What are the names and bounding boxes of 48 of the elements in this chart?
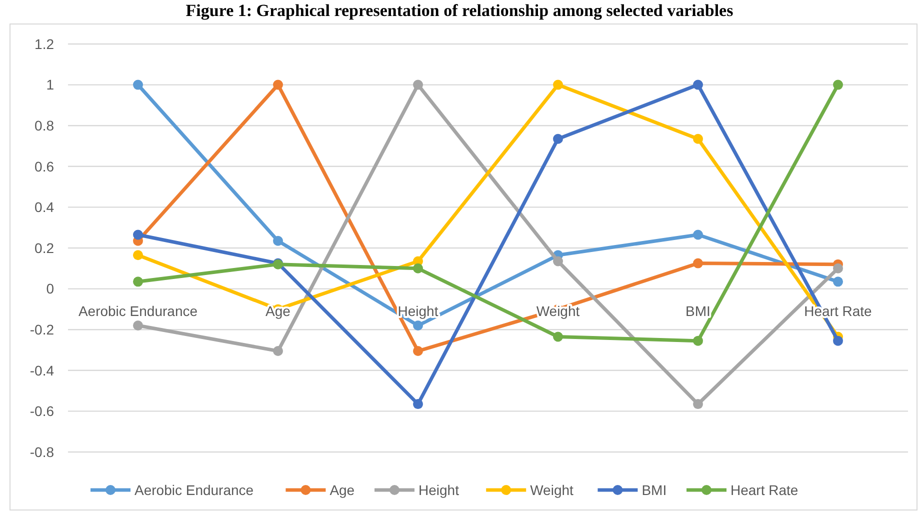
point bbox=[693, 134, 703, 144]
legend-label: BMI bbox=[642, 482, 667, 498]
y-tick-label: 0.6 bbox=[34, 158, 54, 174]
chart-title: Figure 1: Graphical representation of relationship among selected variables bbox=[186, 1, 734, 20]
point bbox=[413, 346, 423, 356]
point bbox=[133, 80, 143, 90]
x-tick-label: BMI bbox=[686, 302, 710, 319]
point bbox=[833, 336, 843, 346]
point bbox=[413, 320, 423, 331]
point bbox=[133, 320, 143, 331]
point bbox=[553, 80, 563, 90]
legend-label: Heart Rate bbox=[730, 482, 798, 498]
point bbox=[693, 336, 703, 346]
legend-label: Height bbox=[418, 482, 460, 498]
y-tick-label: 1.2 bbox=[34, 36, 54, 52]
legend-label: Aerobic Endurance bbox=[134, 482, 254, 498]
legend-label: Weight bbox=[530, 482, 574, 498]
point bbox=[693, 258, 703, 268]
y-tick-label: -0.2 bbox=[30, 322, 54, 338]
point bbox=[273, 236, 283, 246]
y-tick-label: -0.8 bbox=[30, 444, 54, 460]
x-tick-label: Aerobic Endurance bbox=[78, 302, 198, 319]
point bbox=[693, 80, 703, 90]
y-tick-label: -0.6 bbox=[30, 403, 54, 420]
legend-label: Age bbox=[330, 482, 355, 498]
point bbox=[273, 80, 283, 90]
y-tick-label: 1 bbox=[46, 76, 54, 93]
point bbox=[133, 276, 143, 287]
point bbox=[553, 134, 563, 144]
y-tick-label: 0 bbox=[46, 280, 54, 297]
point bbox=[413, 80, 423, 90]
point bbox=[693, 230, 703, 240]
point bbox=[133, 230, 143, 240]
point bbox=[413, 263, 423, 274]
point bbox=[133, 250, 143, 260]
point bbox=[273, 346, 283, 356]
point bbox=[693, 399, 703, 410]
point bbox=[833, 80, 843, 90]
y-tick-label: -0.4 bbox=[30, 362, 54, 378]
y-tick-label: 0.8 bbox=[34, 118, 54, 134]
point bbox=[413, 399, 423, 410]
point bbox=[833, 276, 843, 287]
point bbox=[553, 256, 563, 266]
y-tick-label: 0.2 bbox=[34, 240, 54, 256]
y-tick-label: 0.4 bbox=[34, 199, 54, 216]
point bbox=[833, 263, 843, 274]
x-tick-label: Height bbox=[398, 302, 438, 319]
point bbox=[553, 332, 563, 342]
